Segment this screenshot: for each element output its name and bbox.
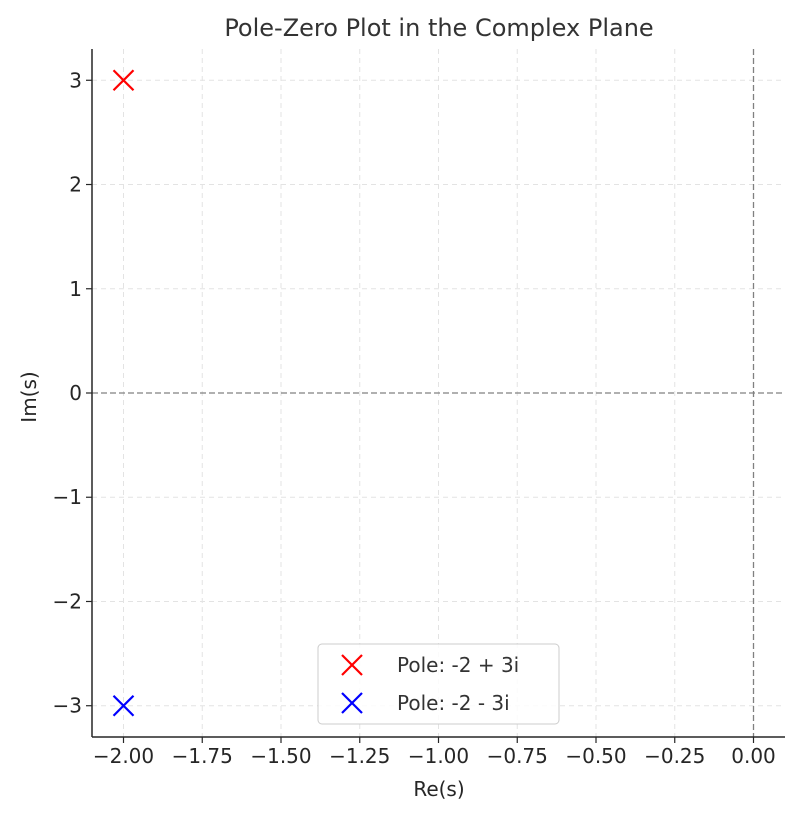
y-tick-label: 0	[69, 381, 82, 405]
x-tick-label: 0.00	[731, 744, 776, 768]
legend-marker	[341, 692, 363, 714]
legend-entry-label: Pole: -2 - 3i	[397, 691, 510, 715]
y-axis-label: Im(s)	[17, 371, 41, 422]
x-tick-label: −1.25	[329, 744, 390, 768]
x-tick-label: −0.25	[644, 744, 705, 768]
x-tick-label: −0.75	[487, 744, 548, 768]
y-tick-label: 2	[69, 173, 82, 197]
y-tick-label: 1	[69, 277, 82, 301]
x-tick-label: −1.75	[172, 744, 233, 768]
reference-lines	[92, 49, 785, 737]
legend-box	[317, 643, 560, 725]
x-tick-label: −1.00	[408, 744, 469, 768]
legend: Pole: -2 + 3i Pole: -2 - 3i	[317, 643, 560, 725]
pole-marker	[112, 69, 135, 92]
y-ticks: 3 2 1 0 −1 −2 −3	[53, 68, 92, 718]
legend-entry-label: Pole: -2 + 3i	[397, 653, 519, 677]
y-tick-label: −2	[53, 589, 82, 613]
x-axis-label: Re(s)	[413, 777, 464, 801]
y-tick-label: 3	[69, 68, 82, 92]
x-tick-label: −2.00	[93, 744, 154, 768]
legend-marker	[341, 654, 363, 676]
x-tick-label: −1.50	[250, 744, 311, 768]
y-tick-label: −3	[53, 694, 82, 718]
y-tick-label: −1	[53, 485, 82, 509]
pole-marker	[112, 694, 135, 717]
data-points	[112, 69, 135, 717]
x-tick-label: −0.50	[565, 744, 626, 768]
x-ticks: −2.00 −1.75 −1.50 −1.25 −1.00 −0.75 −0.50 −0.25…	[93, 737, 776, 768]
chart-title: Pole-Zero Plot in the Complex Plane	[224, 14, 653, 42]
